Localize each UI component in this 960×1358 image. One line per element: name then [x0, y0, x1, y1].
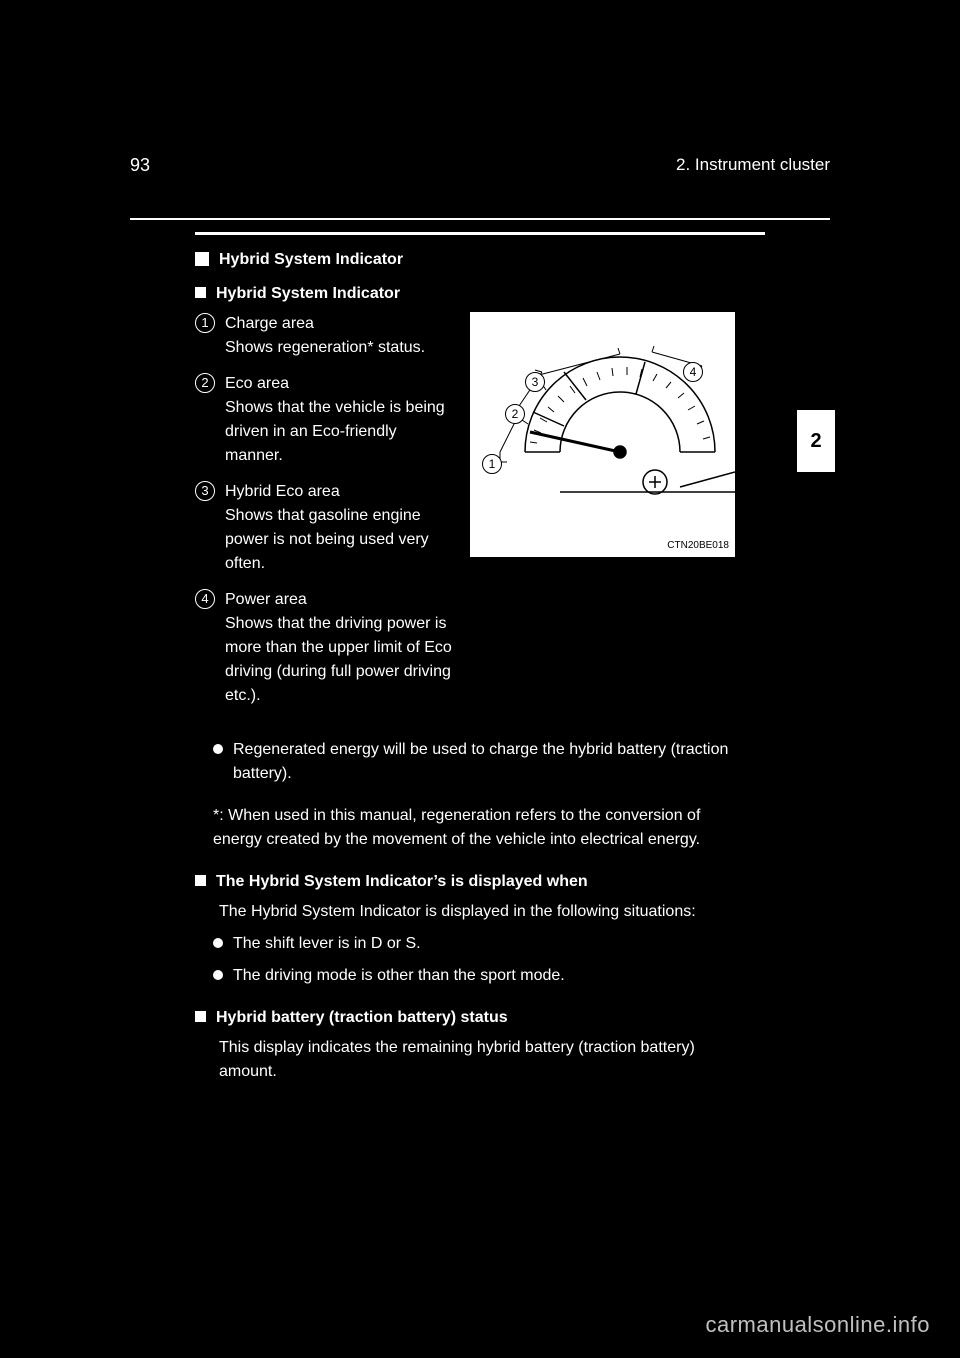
footnote-text: *: When used in this manual, regeneratio… — [213, 807, 700, 848]
bullet-text: The shift lever is in D or S. — [233, 932, 421, 956]
list-item-title: Charge area — [225, 312, 425, 336]
list-item-text: Shows that gasoline engine power is not … — [225, 504, 452, 576]
page-header: 93 2. Instrument cluster — [130, 155, 830, 176]
footnote: *: When used in this manual, regeneratio… — [213, 804, 735, 852]
list-item-text: Shows regeneration* status. — [225, 336, 425, 360]
list-item: 3 Hybrid Eco area Shows that gasoline en… — [195, 480, 452, 576]
sub-heading-3: Hybrid battery (traction battery) status — [195, 1006, 735, 1030]
gauge-svg — [470, 312, 735, 557]
main-heading-text: Hybrid System Indicator — [219, 248, 403, 272]
bullet-list: Regenerated energy will be used to charg… — [213, 738, 735, 786]
square-bullet-icon — [195, 252, 209, 266]
section-path: 2. Instrument cluster — [676, 155, 830, 176]
bullet-item: The driving mode is other than the sport… — [213, 964, 735, 988]
dot-bullet-icon — [213, 744, 223, 754]
figure-column: 1 2 3 4 CTN20BE018 — [470, 312, 735, 720]
watermark: carmanualsonline.info — [705, 1312, 930, 1338]
sub-heading-1-text: Hybrid System Indicator — [216, 282, 400, 306]
list-item-body: Charge area Shows regeneration* status. — [225, 312, 425, 360]
list-item-text: Shows that the vehicle is being driven i… — [225, 396, 452, 468]
dot-bullet-icon — [213, 938, 223, 948]
list-item-body: Eco area Shows that the vehicle is being… — [225, 372, 452, 468]
bullet-text: Regenerated energy will be used to charg… — [233, 738, 735, 786]
square-bullet-icon — [195, 875, 206, 886]
chapter-tab-label: 2 — [810, 430, 821, 453]
main-heading: Hybrid System Indicator — [195, 248, 735, 272]
gauge-figure: 1 2 3 4 CTN20BE018 — [470, 312, 735, 557]
circled-number-icon: 3 — [195, 481, 215, 501]
page: 93 2. Instrument cluster 2 Hybrid System… — [0, 0, 960, 1358]
paragraph: The Hybrid System Indicator is displayed… — [219, 900, 735, 924]
list-item: 4 Power area Shows that the driving powe… — [195, 588, 452, 708]
sub-heading-2: The Hybrid System Indicator’s is display… — [195, 870, 735, 894]
indicator-text-column: 1 Charge area Shows regeneration* status… — [195, 312, 452, 720]
list-item-body: Power area Shows that the driving power … — [225, 588, 452, 708]
sub-heading-3-text: Hybrid battery (traction battery) status — [216, 1006, 508, 1030]
chapter-tab: 2 — [797, 410, 835, 472]
circled-number-icon: 1 — [195, 313, 215, 333]
horizontal-rule-inner — [195, 232, 765, 235]
bullet-list: The shift lever is in D or S. The drivin… — [213, 932, 735, 988]
circled-number-icon: 2 — [195, 373, 215, 393]
list-item-title: Power area — [225, 588, 452, 612]
horizontal-rule-outer — [130, 218, 830, 220]
list-item-body: Hybrid Eco area Shows that gasoline engi… — [225, 480, 452, 576]
sub-heading-2-text: The Hybrid System Indicator’s is display… — [216, 870, 588, 894]
list-item: 1 Charge area Shows regeneration* status… — [195, 312, 452, 360]
square-bullet-icon — [195, 287, 206, 298]
bullet-text: The driving mode is other than the sport… — [233, 964, 565, 988]
dot-bullet-icon — [213, 970, 223, 980]
sub-heading-1: Hybrid System Indicator — [195, 282, 735, 306]
indicator-description-row: 1 Charge area Shows regeneration* status… — [195, 312, 735, 720]
bullet-item: Regenerated energy will be used to charg… — [213, 738, 735, 786]
list-item: 2 Eco area Shows that the vehicle is bei… — [195, 372, 452, 468]
figure-callout: 2 — [505, 404, 525, 424]
content-area: Hybrid System Indicator Hybrid System In… — [195, 248, 735, 1092]
figure-callout: 1 — [482, 454, 502, 474]
list-item-text: Shows that the driving power is more tha… — [225, 612, 452, 708]
bullet-item: The shift lever is in D or S. — [213, 932, 735, 956]
list-item-title: Eco area — [225, 372, 452, 396]
figure-label: CTN20BE018 — [667, 538, 729, 553]
square-bullet-icon — [195, 1011, 206, 1022]
paragraph: This display indicates the remaining hyb… — [219, 1036, 735, 1084]
page-number: 93 — [130, 155, 150, 176]
list-item-title: Hybrid Eco area — [225, 480, 452, 504]
figure-callout: 4 — [683, 362, 703, 382]
figure-callout: 3 — [525, 372, 545, 392]
numbered-list: 1 Charge area Shows regeneration* status… — [195, 312, 452, 708]
circled-number-icon: 4 — [195, 589, 215, 609]
